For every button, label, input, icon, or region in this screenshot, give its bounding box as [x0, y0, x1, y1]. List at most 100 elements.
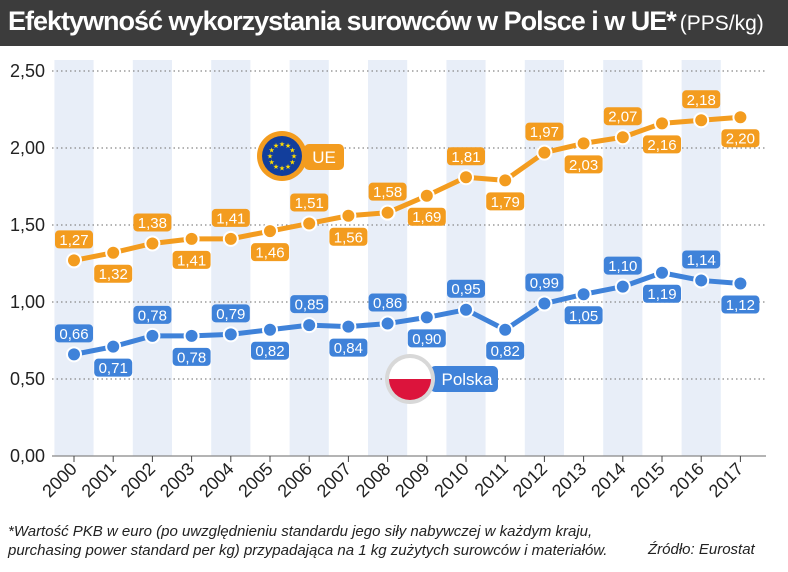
data-point-polska — [262, 321, 278, 338]
data-label-text: 0,86 — [373, 295, 402, 312]
data-label-ue: 1,56 — [329, 227, 368, 246]
data-label-box — [133, 213, 172, 232]
data-label-polska: 0,99 — [525, 273, 564, 292]
data-label-polska: 1,19 — [643, 284, 681, 303]
x-tick-label: 2008 — [352, 459, 394, 501]
data-label-polska: 0,86 — [368, 293, 407, 312]
data-point-polska — [458, 301, 474, 318]
data-label-box — [564, 306, 603, 325]
data-label-text: 0,82 — [255, 343, 284, 360]
data-label-box — [643, 135, 681, 154]
data-label-text: 1,10 — [608, 258, 637, 275]
data-point-polska — [340, 318, 357, 335]
eu-star: ★ — [267, 153, 273, 161]
data-label-box — [525, 122, 564, 141]
data-point-polska — [614, 278, 631, 295]
data-label-box — [251, 243, 289, 262]
data-label-ue: 1,97 — [525, 122, 564, 141]
data-label-polska: 0,84 — [329, 338, 368, 357]
data-label-box — [290, 193, 329, 212]
data-point-ue — [732, 109, 749, 126]
series-points — [66, 109, 749, 363]
y-tick-label: 1,50 — [10, 215, 45, 235]
legend-polska-label: Polska — [441, 370, 493, 389]
data-label-polska: 0,78 — [133, 305, 172, 324]
data-label-text: 1,12 — [726, 297, 755, 314]
data-label-ue: 1,69 — [407, 207, 446, 226]
data-label-ue: 2,20 — [721, 129, 760, 148]
legend-ue-box — [304, 144, 344, 170]
data-label-polska: 0,79 — [211, 304, 250, 323]
eu-star: ★ — [289, 159, 295, 167]
data-point-ue — [536, 144, 553, 161]
data-label-ue: 1,32 — [94, 264, 133, 283]
data-point-ue — [614, 129, 631, 146]
x-axis: 2000200120022003200420052006200720082009… — [38, 456, 747, 501]
data-label-box — [407, 207, 446, 226]
data-label-polska: 0,82 — [251, 341, 289, 360]
data-label-box — [55, 324, 93, 343]
data-point-polska — [105, 338, 122, 355]
x-tick-label: 2006 — [274, 459, 316, 501]
data-label-box — [407, 329, 446, 348]
data-label-box — [133, 305, 172, 324]
data-point-polska — [497, 321, 514, 338]
data-label-text: 0,84 — [334, 340, 363, 357]
data-label-text: 1,51 — [295, 195, 324, 212]
x-tick-label: 2017 — [705, 459, 747, 501]
data-label-box — [251, 341, 289, 360]
data-label-text: 1,46 — [255, 245, 284, 262]
eu-star: ★ — [273, 163, 279, 171]
data-point-ue — [262, 223, 278, 240]
data-point-ue — [379, 204, 396, 221]
data-point-ue — [340, 207, 357, 224]
data-label-text: 0,78 — [138, 307, 167, 324]
source-note: Źródło: Eurostat — [648, 541, 755, 558]
eu-star: ★ — [285, 142, 291, 150]
y-tick-label: 0,50 — [10, 369, 45, 389]
data-label-box — [290, 295, 329, 314]
data-point-ue — [144, 235, 161, 252]
legend-polska: Polska — [385, 354, 498, 404]
data-label-ue: 2,07 — [603, 107, 642, 126]
chart-title-main: Efektywność wykorzystania surowców w Pol… — [8, 6, 677, 36]
data-label-text: 2,16 — [647, 137, 676, 154]
data-point-polska — [301, 317, 318, 334]
data-label-ue: 1,46 — [251, 243, 289, 262]
legend-ue-label: UE — [312, 148, 336, 167]
data-label-box — [721, 295, 760, 314]
data-label-text: 1,79 — [491, 194, 520, 211]
eu-star: ★ — [285, 163, 291, 171]
data-label-text: 1,56 — [334, 229, 363, 246]
data-label-box — [486, 192, 525, 211]
data-label-text: 1,81 — [451, 149, 480, 166]
eu-star: ★ — [291, 153, 297, 161]
data-label-ue: 1,41 — [211, 208, 250, 227]
data-label-text: 1,32 — [99, 266, 128, 283]
data-label-text: 0,90 — [412, 331, 441, 348]
data-label-text: 1,14 — [687, 252, 716, 269]
data-point-polska — [654, 264, 670, 281]
data-label-text: 1,41 — [216, 210, 245, 227]
data-point-polska — [418, 309, 435, 326]
data-label-text: 0,85 — [295, 297, 324, 314]
x-tick-label: 2013 — [548, 459, 590, 501]
x-tick-label: 2005 — [234, 459, 276, 501]
data-point-polska — [379, 315, 396, 332]
data-label-box — [603, 107, 642, 126]
data-label-box — [329, 338, 368, 357]
data-label-polska: 0,85 — [290, 295, 329, 314]
data-label-polska: 1,05 — [564, 306, 603, 325]
title-bar: Efektywność wykorzystania surowców w Pol… — [0, 0, 788, 46]
y-tick-label: 0,00 — [10, 446, 45, 466]
eu-star: ★ — [268, 159, 274, 167]
data-label-box — [368, 293, 407, 312]
x-tick-label: 2007 — [313, 459, 355, 501]
data-label-polska: 0,78 — [172, 347, 211, 366]
y-tick-label: 2,00 — [10, 138, 45, 158]
data-label-text: 2,18 — [687, 92, 716, 109]
data-label-box — [486, 341, 525, 360]
data-label-ue: 1,79 — [486, 192, 525, 211]
x-tick-label: 2011 — [471, 459, 513, 501]
data-label-box — [172, 347, 211, 366]
